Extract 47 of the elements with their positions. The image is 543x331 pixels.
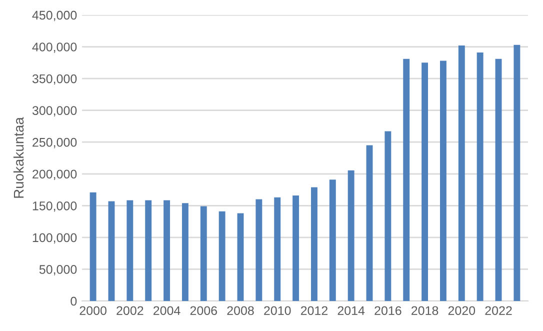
bar bbox=[90, 192, 96, 301]
bar bbox=[514, 44, 520, 301]
bar bbox=[366, 145, 373, 301]
x-tick-label: 2004 bbox=[154, 306, 180, 316]
bar bbox=[108, 201, 115, 301]
x-tick-label: 2018 bbox=[412, 306, 438, 316]
x-tick-label: 2020 bbox=[448, 306, 476, 316]
bar bbox=[274, 197, 281, 301]
y-tick-label: 350,000 bbox=[32, 74, 77, 85]
bar bbox=[440, 60, 446, 301]
bar bbox=[145, 200, 152, 301]
bar bbox=[292, 196, 300, 301]
bar bbox=[495, 58, 502, 301]
bar bbox=[164, 200, 170, 301]
y-tick-label: 200,000 bbox=[32, 170, 77, 180]
x-tick-label: 2002 bbox=[116, 306, 144, 316]
x-tick-label: 2008 bbox=[227, 306, 254, 316]
bar bbox=[237, 213, 244, 301]
x-tick-label: 2022 bbox=[485, 306, 512, 316]
bar bbox=[403, 58, 410, 301]
bar bbox=[422, 62, 428, 301]
x-tick-label: 2006 bbox=[190, 306, 217, 316]
y-tick-label: 450,000 bbox=[32, 10, 77, 22]
bar bbox=[384, 131, 392, 301]
x-tick-label: 2014 bbox=[338, 306, 365, 316]
x-tick-label: 2016 bbox=[374, 306, 402, 316]
bar bbox=[329, 180, 336, 301]
y-axis-title: Ruokakuntaa bbox=[13, 117, 24, 198]
x-tick-label: 2000 bbox=[80, 306, 106, 316]
bar bbox=[310, 187, 318, 301]
x-tick-label: 2012 bbox=[300, 306, 328, 316]
y-tick-label: 100,000 bbox=[32, 233, 77, 244]
bar bbox=[182, 203, 188, 301]
y-tick-label: 300,000 bbox=[32, 106, 77, 116]
y-tick-label: 0 bbox=[70, 296, 77, 306]
y-tick-label: 50,000 bbox=[39, 265, 77, 276]
y-tick-label: 150,000 bbox=[32, 201, 77, 212]
bar bbox=[200, 206, 207, 301]
bar bbox=[476, 52, 484, 301]
bar bbox=[348, 170, 354, 301]
y-tick-label: 400,000 bbox=[32, 42, 77, 53]
bar bbox=[218, 211, 226, 301]
bar bbox=[126, 200, 134, 301]
x-tick-label: 2010 bbox=[264, 306, 291, 316]
bar bbox=[458, 46, 465, 301]
y-tick-label: 250,000 bbox=[32, 138, 77, 148]
bar bbox=[256, 199, 262, 301]
